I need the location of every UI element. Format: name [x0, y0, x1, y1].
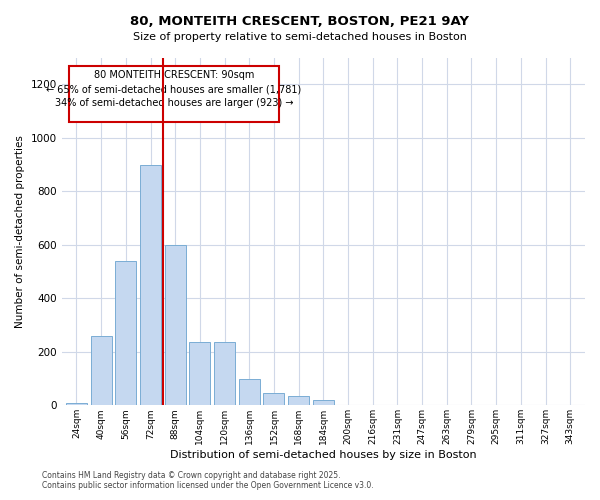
- Text: Contains HM Land Registry data © Crown copyright and database right 2025.
Contai: Contains HM Land Registry data © Crown c…: [42, 470, 374, 490]
- Bar: [214, 342, 235, 406]
- Text: Size of property relative to semi-detached houses in Boston: Size of property relative to semi-detach…: [133, 32, 467, 42]
- Bar: [115, 261, 136, 406]
- Y-axis label: Number of semi-detached properties: Number of semi-detached properties: [15, 135, 25, 328]
- Bar: [91, 336, 112, 406]
- Text: 80 MONTEITH CRESCENT: 90sqm: 80 MONTEITH CRESCENT: 90sqm: [94, 70, 254, 81]
- Text: 34% of semi-detached houses are larger (923) →: 34% of semi-detached houses are larger (…: [55, 98, 293, 108]
- FancyBboxPatch shape: [69, 66, 279, 122]
- Text: ← 65% of semi-detached houses are smaller (1,781): ← 65% of semi-detached houses are smalle…: [46, 84, 302, 94]
- Bar: [165, 245, 186, 406]
- Bar: [66, 402, 87, 406]
- Bar: [263, 392, 284, 406]
- Bar: [190, 342, 211, 406]
- Bar: [239, 378, 260, 406]
- Bar: [140, 164, 161, 406]
- Bar: [288, 396, 309, 406]
- X-axis label: Distribution of semi-detached houses by size in Boston: Distribution of semi-detached houses by …: [170, 450, 476, 460]
- Bar: [313, 400, 334, 406]
- Text: 80, MONTEITH CRESCENT, BOSTON, PE21 9AY: 80, MONTEITH CRESCENT, BOSTON, PE21 9AY: [131, 15, 470, 28]
